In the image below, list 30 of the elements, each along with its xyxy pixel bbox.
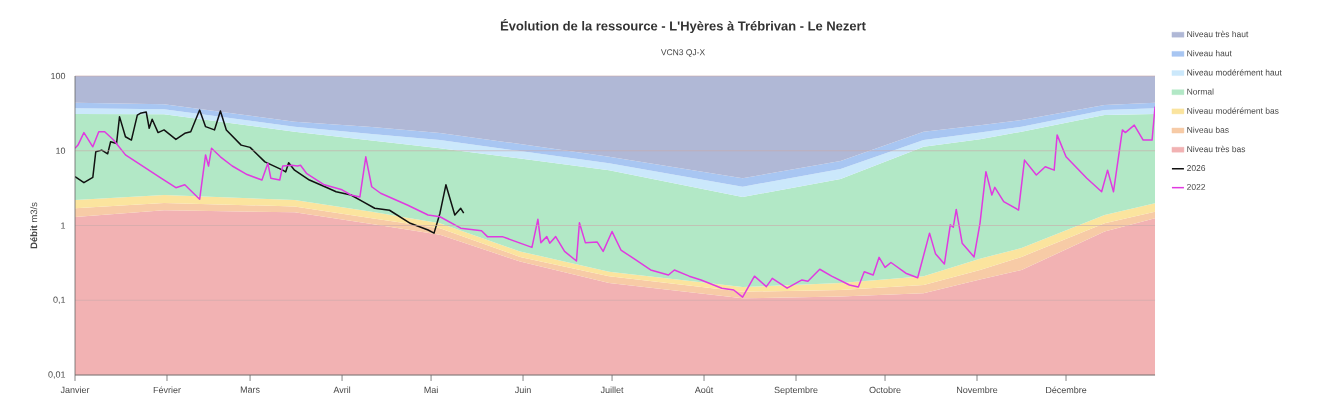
x-tick-label: Février xyxy=(153,386,181,394)
x-tick-label: Juillet xyxy=(600,386,624,394)
chart-subtitle: VCN3 QJ-X xyxy=(660,49,705,57)
x-tick-label: Mars xyxy=(240,386,260,393)
x-tick-label: Septembre xyxy=(774,386,818,395)
x-tick-label: Juin xyxy=(514,386,531,394)
y-tick-label: 10 xyxy=(56,147,66,154)
chart-title: Évolution de la ressource - L'Hyères à Trébrivan - Le Nezert xyxy=(500,18,866,34)
legend-label: Niveau haut xyxy=(1187,50,1232,57)
line-series xyxy=(75,109,465,234)
legend-label: Niveau bas xyxy=(1187,126,1229,133)
legend-label: 2022 xyxy=(1187,183,1206,190)
y-tick-label: 0,01 xyxy=(48,371,66,379)
x-tick-label: Décembre xyxy=(1046,386,1087,394)
legend-label: Niveau très bas xyxy=(1187,145,1246,153)
x-tick-label: Mai xyxy=(424,386,438,394)
x-tick-label: Avril xyxy=(333,386,351,393)
legend-label: Niveau très haut xyxy=(1187,30,1249,38)
x-tick-label: Janvier xyxy=(60,386,90,394)
legend-label: 2026 xyxy=(1187,165,1206,172)
x-tick-label: Novembre xyxy=(957,386,998,394)
legend-label: Niveau modérément haut xyxy=(1187,69,1282,76)
y-tick-label: 0,1 xyxy=(53,296,66,304)
y-tick-label: 100 xyxy=(51,72,66,80)
y-axis-title: Débit m3/s xyxy=(30,202,38,249)
x-tick-label: Août xyxy=(694,386,714,394)
x-tick-label: Octobre xyxy=(869,386,901,394)
y-tick-label: 1 xyxy=(61,222,66,229)
legend-label: Niveau modérément bas xyxy=(1187,107,1279,114)
legend-label: Normal xyxy=(1187,88,1214,95)
